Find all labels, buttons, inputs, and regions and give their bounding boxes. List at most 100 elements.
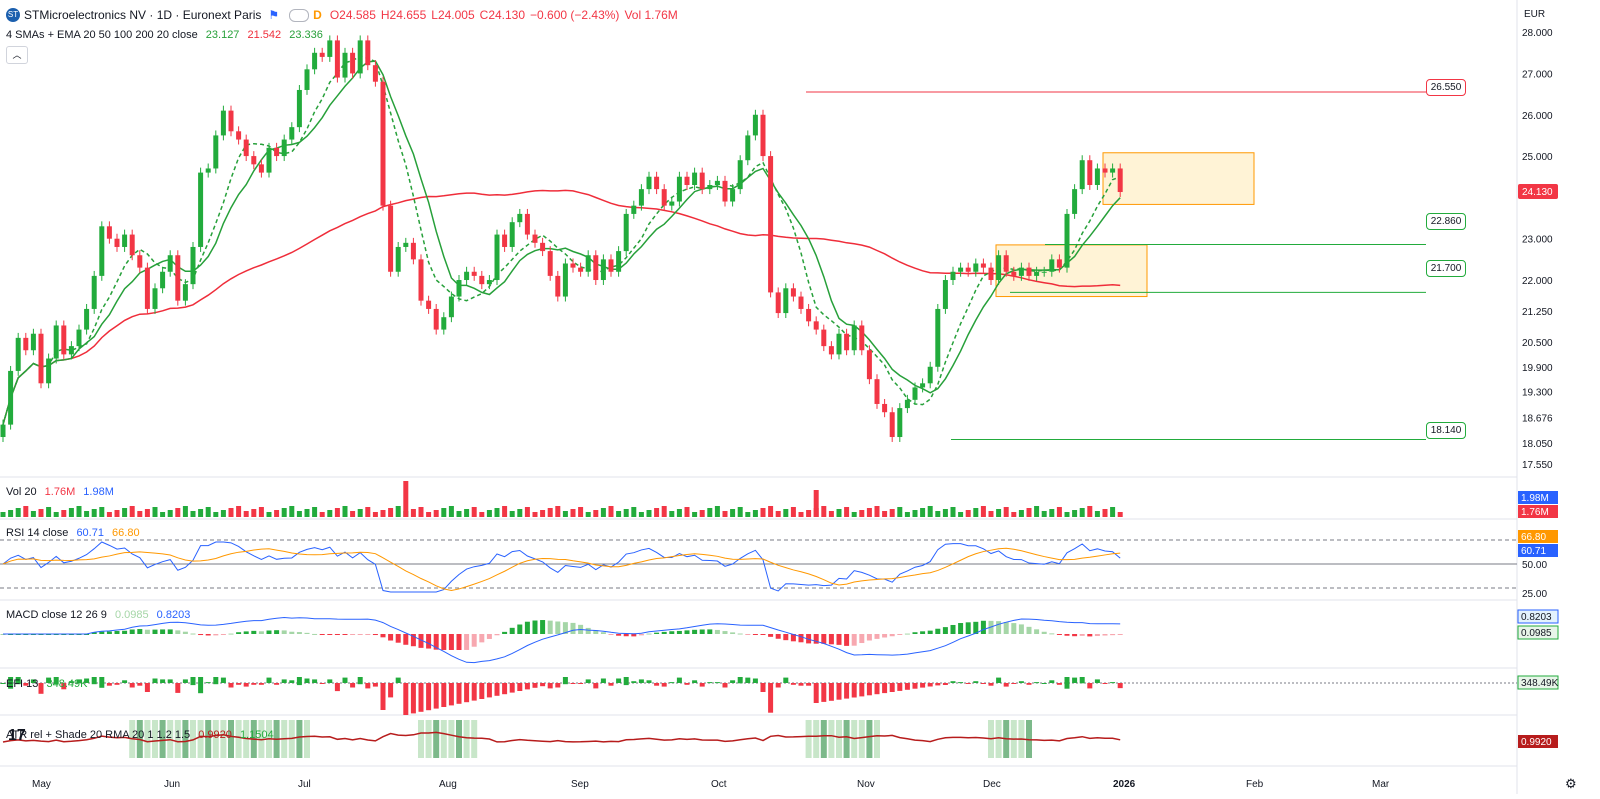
symbol-title[interactable]: STMicroelectronics NV · 1D · Euronext Pa… — [24, 8, 262, 22]
candle-body — [996, 255, 1002, 281]
volume-bar — [30, 511, 36, 517]
flag-icon[interactable]: ⚑ — [268, 8, 280, 22]
efi-bar — [236, 683, 242, 685]
collapse-legend-button[interactable]: ︿ — [6, 46, 28, 64]
volume-bar — [737, 507, 743, 517]
volume-bar — [15, 508, 21, 517]
y-tick-label: 26.000 — [1522, 111, 1553, 122]
price-line-label-1[interactable]: 26.550 — [1426, 79, 1466, 96]
vol-badge-label: 1.76M — [1521, 507, 1549, 518]
vol-label[interactable]: Vol 20 — [6, 486, 37, 498]
efi-bar — [61, 683, 67, 690]
atr-shade-bar — [159, 720, 166, 758]
x-tick-label: Dec — [983, 779, 1001, 790]
macd-histogram-bar — [973, 621, 979, 634]
macd-histogram-bar — [228, 633, 234, 635]
price-line-label-2[interactable]: 22.860 — [1426, 213, 1466, 230]
efi-bar — [486, 683, 492, 698]
volume-bar — [175, 508, 181, 517]
candle-body — [517, 213, 523, 223]
visibility-toggle-icon[interactable] — [289, 8, 310, 22]
efi-bar — [289, 680, 295, 683]
consolidation-box-1 — [995, 244, 1148, 298]
efi-bar — [502, 683, 508, 695]
atr-shade-bar — [843, 720, 850, 758]
macd-value-1: 0.0985 — [114, 609, 149, 621]
macd-histogram-bar — [266, 630, 272, 634]
volume-bar — [441, 508, 447, 517]
efi-bar — [274, 683, 280, 685]
macd-histogram-bar — [144, 629, 150, 634]
candle-body — [76, 329, 82, 347]
macd-histogram-bar — [874, 634, 880, 639]
atr-label[interactable]: ATR rel + Shade 20 RMA 20 1 1.2 1.5 — [6, 729, 191, 741]
volume-bar — [494, 508, 500, 517]
candle-body — [486, 280, 492, 285]
macd-histogram-bar — [593, 630, 599, 634]
volume-bar — [243, 511, 249, 517]
candle-body — [661, 189, 667, 206]
price-line-label-4[interactable]: 18.140 — [1426, 422, 1466, 439]
x-tick-label: Feb — [1246, 779, 1264, 790]
x-tick-label: Mar — [1372, 779, 1390, 790]
macd-histogram-bar — [479, 634, 485, 643]
efi-bar — [167, 679, 173, 683]
volume-bar — [722, 511, 728, 517]
macd-histogram-bar — [540, 620, 546, 634]
volume-bar — [798, 512, 804, 517]
efi-label[interactable]: EFI 13 — [6, 678, 39, 690]
efi-bar — [1064, 677, 1070, 689]
open-value: O24.585 — [329, 8, 376, 22]
macd-histogram-bar — [1026, 626, 1032, 634]
volume-bar — [160, 512, 166, 517]
macd-legend: MACD close 12 26 9 0.0985 0.8203 — [6, 609, 195, 621]
x-tick-label: 2026 — [1113, 779, 1136, 790]
candle-body — [927, 366, 933, 384]
atr-shade-bar — [197, 720, 204, 758]
rsi-badge-2 — [1518, 544, 1558, 557]
macd-histogram-bar — [798, 634, 804, 643]
macd-label[interactable]: MACD close 12 26 9 — [6, 609, 107, 621]
macd-histogram-bar — [220, 634, 226, 635]
candle-body — [289, 127, 295, 140]
settings-gear-icon[interactable]: ⚙ — [1565, 776, 1577, 791]
efi-bar — [874, 683, 880, 695]
price-line-label-3[interactable]: 21.700 — [1426, 260, 1466, 277]
efi-bar — [616, 678, 622, 683]
volume-bar — [312, 507, 318, 517]
macd-histogram-bar — [395, 634, 401, 643]
rsi-label[interactable]: RSI 14 close — [6, 527, 69, 539]
ma-label[interactable]: 4 SMAs + EMA 20 50 100 200 20 close — [6, 29, 198, 41]
volume-bar — [973, 508, 979, 517]
candle-body — [1087, 160, 1093, 185]
efi-value-1: 348.49K — [46, 678, 88, 690]
efi-bar — [821, 683, 827, 702]
macd-histogram-bar — [509, 627, 515, 634]
macd-histogram-bar — [958, 623, 964, 634]
efi-bar — [182, 679, 188, 683]
macd-histogram-bar — [1102, 634, 1108, 636]
volume-bar — [775, 511, 781, 517]
macd-histogram-bar — [722, 631, 728, 634]
efi-bar — [524, 683, 530, 690]
candle-body — [372, 65, 378, 82]
efi-bar — [988, 683, 994, 686]
currency-selector[interactable]: EUR — [1524, 9, 1546, 20]
y-tick-label: 23.000 — [1522, 235, 1553, 246]
efi-bar — [319, 683, 325, 684]
candle-body — [228, 110, 234, 132]
volume-bar — [1056, 507, 1062, 517]
efi-bar — [152, 678, 158, 683]
candle-body — [844, 333, 850, 351]
atr-shade-bar — [448, 720, 455, 758]
volume-bar — [692, 512, 698, 517]
macd-histogram-bar — [654, 632, 660, 634]
macd-histogram-bar — [296, 632, 302, 634]
macd-histogram-bar — [547, 620, 553, 634]
efi-bar — [228, 683, 234, 688]
volume-bar — [585, 512, 591, 517]
efi-bar — [768, 683, 774, 713]
atr-shade-bar — [433, 720, 440, 758]
macd-histogram-bar — [1117, 634, 1123, 635]
